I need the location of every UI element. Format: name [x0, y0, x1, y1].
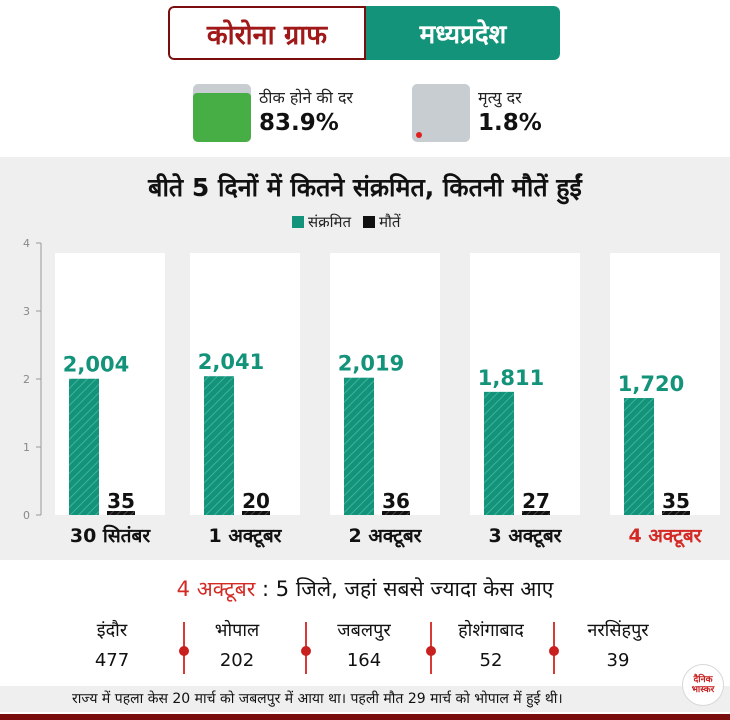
data-label-deaths: 20	[242, 489, 270, 513]
district-bhopal: भोपाल 202	[177, 618, 297, 671]
bar-deaths	[662, 511, 690, 515]
data-label-infected: 2,004	[63, 353, 129, 377]
bar-deaths	[522, 511, 550, 515]
chart-title: बीते 5 दिनों में कितने संक्रमित, कितनी म…	[148, 173, 582, 202]
legend-swatch-deaths	[363, 216, 376, 228]
district-separator	[301, 622, 311, 674]
district-narsinghpur: नरसिंहपुर 39	[558, 618, 678, 671]
recovery-rate-label: ठीक होने की दर	[259, 88, 353, 107]
bar-deaths	[242, 511, 270, 515]
district-name: भोपाल	[214, 620, 260, 641]
district-separator	[426, 622, 436, 674]
header-title: कोरोना ग्राफ	[168, 6, 366, 60]
x-category-label: 3 अक्टूबर	[489, 525, 563, 548]
bar-chart: 0 1 2 3 4 2,004 35 30 सितंबर 2,041 20 1 अक्टूबर 2,0…	[23, 237, 720, 548]
district-count: 39	[606, 650, 630, 671]
district-hoshangabad: होशंगाबाद 52	[431, 618, 551, 671]
x-category-label: 1 अक्टूबर	[209, 525, 283, 548]
death-rate-value: 1.8%	[478, 110, 542, 136]
district-name: होशंगाबाद	[458, 620, 524, 641]
bottom-bar	[0, 714, 730, 720]
data-label-infected: 1,811	[478, 366, 544, 390]
bar-infected	[204, 376, 234, 515]
chart-legend: संक्रमित मौतें	[292, 212, 400, 232]
legend-label-infected: संक्रमित	[308, 213, 352, 231]
data-label-infected: 2,019	[338, 352, 404, 376]
districts-title: 4 अक्टूबर : 5 जिले, जहां सबसे ज्यादा केस…	[0, 575, 730, 603]
y-tick-label: 1	[23, 441, 30, 454]
x-category-label: 4 अक्टूबर	[629, 525, 703, 548]
y-tick-label: 0	[23, 509, 30, 522]
district-count: 202	[219, 650, 255, 671]
district-indore: इंदौर 477	[52, 618, 172, 671]
logo-line-2: भास्कर	[691, 685, 715, 695]
recovery-rate-value: 83.9%	[259, 110, 339, 136]
district-count: 52	[479, 650, 503, 671]
district-separator	[549, 622, 559, 674]
x-category-label: 2 अक्टूबर	[349, 525, 423, 548]
bar-infected	[344, 377, 374, 515]
data-label-deaths: 36	[382, 489, 410, 513]
header-region: मध्यप्रदेश	[366, 6, 560, 60]
bar-deaths	[382, 511, 410, 515]
data-label-deaths: 35	[107, 489, 135, 513]
brand-logo: दैनिक भास्कर	[682, 664, 724, 706]
recovery-rate-fill	[193, 93, 251, 142]
death-rate-dot	[416, 132, 422, 138]
y-tick-label: 4	[23, 237, 30, 250]
death-rate-label: मृत्यु दर	[478, 88, 522, 107]
footnote: राज्य में पहला केस 20 मार्च को जबलपुर मे…	[0, 686, 730, 712]
data-label-infected: 2,041	[198, 350, 264, 374]
legend-swatch-infected	[292, 216, 304, 228]
district-name: जबलपुर	[337, 620, 391, 641]
y-tick-label: 3	[23, 305, 30, 318]
district-name: नरसिंहपुर	[587, 620, 649, 641]
recovery-rate-gauge	[193, 84, 251, 142]
districts-title-date: 4 अक्टूबर	[176, 577, 256, 601]
bar-infected	[484, 391, 514, 515]
bar-deaths	[107, 511, 135, 515]
district-name: इंदौर	[96, 620, 128, 641]
district-count: 477	[94, 650, 130, 671]
death-rate-gauge	[412, 84, 470, 142]
y-tick-label: 2	[23, 373, 30, 386]
district-separator	[179, 622, 189, 674]
bar-infected	[624, 398, 654, 515]
logo-line-1: दैनिक	[693, 675, 713, 685]
data-label-infected: 1,720	[618, 372, 684, 396]
districts-title-text: : 5 जिले, जहां सबसे ज्यादा केस आए	[255, 577, 554, 601]
data-label-deaths: 27	[522, 489, 550, 513]
header-banner: कोरोना ग्राफ मध्यप्रदेश	[168, 6, 560, 60]
district-jabalpur: जबलपुर 164	[304, 618, 424, 671]
x-category-label: 30 सितंबर	[70, 524, 151, 547]
bar-infected	[69, 378, 99, 515]
legend-item-deaths: मौतें	[363, 212, 400, 232]
data-label-deaths: 35	[662, 489, 690, 513]
district-count: 164	[346, 650, 382, 671]
legend-label-deaths: मौतें	[379, 213, 401, 231]
legend-item-infected: संक्रमित	[292, 212, 351, 232]
districts-row: इंदौर 477 भोपाल 202 जबलपुर 164 होशंगाबाद…	[0, 618, 730, 676]
